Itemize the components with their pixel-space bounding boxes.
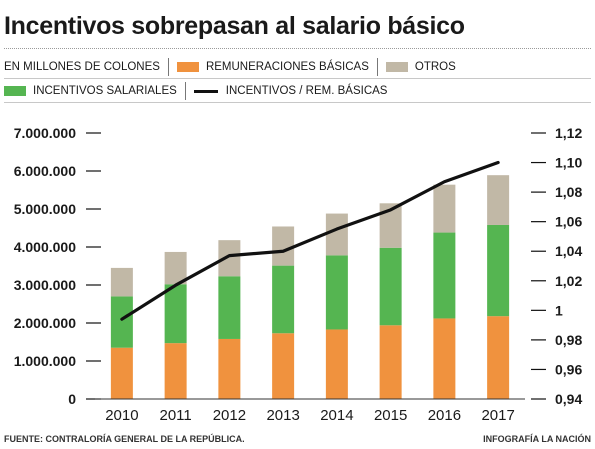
x-axis-tick-label: 2013 (266, 407, 299, 424)
legend-label-ratio: INCENTIVOS / REM. BÁSICAS (225, 85, 388, 97)
x-axis-tick-label: 2010 (105, 407, 138, 424)
x-axis-tick-label: 2016 (428, 407, 461, 424)
right-axis-tick-label: 1,08 (555, 184, 582, 200)
source-note: FUENTE: CONTRALORÍA GENERAL DE LA REPÚBL… (4, 434, 245, 444)
legend-swatch-remuneraciones (176, 62, 199, 72)
x-axis-tick-label: 2017 (481, 407, 514, 424)
right-axis-tick-label: 1,02 (555, 273, 582, 289)
right-axis-tick-label: 0,96 (555, 361, 582, 377)
bar-otros (110, 267, 133, 297)
right-axis-tick-label: 1,06 (555, 214, 582, 230)
bar-incentivos (164, 284, 187, 344)
legend-item-ratio: INCENTIVOS / REM. BÁSICAS (193, 85, 388, 97)
legend-divider (4, 78, 591, 79)
legend-separator (167, 58, 169, 76)
bar-incentivos (379, 247, 402, 326)
x-axis-tick-label: 2014 (320, 407, 353, 424)
bar-remuneraciones (110, 347, 133, 399)
bar-incentivos (433, 232, 456, 319)
bar-remuneraciones (487, 316, 510, 399)
credit-note: INFOGRAFÍA LA NACIÓN (483, 434, 591, 444)
bar-otros (272, 226, 295, 266)
right-axis-tick-label: 1,12 (555, 125, 582, 141)
legend-separator (376, 58, 378, 76)
left-axis-tick-label: 5.000.000 (14, 201, 76, 217)
bar-incentivos (272, 265, 295, 334)
bar-remuneraciones (379, 325, 402, 399)
bar-incentivos (218, 276, 241, 339)
right-axis-tick-label: 1,04 (555, 243, 582, 259)
bar-remuneraciones (164, 343, 187, 399)
bar-remuneraciones (272, 333, 295, 399)
right-axis-tick-label: 1 (555, 302, 563, 318)
legend-units: EN MILLONES DE COLONES (4, 61, 160, 73)
left-axis-tick-label: 1.000.000 (14, 353, 76, 369)
bar-remuneraciones (433, 318, 456, 399)
legend-swatch-otros (385, 62, 408, 72)
legend-label-remuneraciones: REMUNERACIONES BÁSICAS (205, 61, 369, 73)
legend-item-incentivos: INCENTIVOS SALARIALES (4, 85, 177, 97)
x-axis-tick-label: 2011 (159, 407, 191, 424)
legend-item-otros: OTROS (385, 61, 456, 73)
bar-incentivos (487, 224, 510, 317)
right-axis-tick-label: 1,10 (555, 155, 582, 171)
chart-title: Incentivos sobrepasan al salario básico (4, 12, 465, 40)
legend-row-2: INCENTIVOS SALARIALES INCENTIVOS / REM. … (4, 82, 387, 100)
right-axis-tick-label: 0,94 (555, 391, 582, 407)
ratio-line (120, 160, 500, 321)
left-axis-tick-label: 3.000.000 (14, 277, 76, 293)
legend-separator (184, 82, 186, 100)
left-axis-tick-label: 2.000.000 (14, 315, 76, 331)
x-axis-tick-label: 2012 (213, 407, 246, 424)
legend-label-incentivos: INCENTIVOS SALARIALES (33, 85, 177, 97)
bar-otros (164, 251, 187, 285)
bar-remuneraciones (218, 338, 241, 399)
bar-otros (379, 203, 402, 248)
x-axis-tick-label: 2015 (374, 407, 407, 424)
bar-remuneraciones (325, 329, 348, 399)
title-divider (4, 48, 591, 49)
bar-incentivos (110, 296, 133, 348)
legend-line-ratio (193, 89, 218, 93)
legend-bottom-divider (4, 102, 591, 103)
left-axis-tick-label: 6.000.000 (14, 163, 76, 179)
legend-row-1: EN MILLONES DE COLONES REMUNERACIONES BÁ… (4, 58, 456, 76)
bar-otros (433, 184, 456, 233)
left-axis-tick-label: 7.000.000 (14, 125, 76, 141)
left-axis-tick-label: 0 (68, 391, 76, 407)
legend-item-remuneraciones: REMUNERACIONES BÁSICAS (176, 61, 369, 73)
right-axis-tick-label: 0,98 (555, 332, 582, 348)
bar-otros (325, 213, 348, 256)
legend-label-otros: OTROS (414, 61, 456, 73)
bar-otros (218, 240, 241, 277)
legend-swatch-incentivos (4, 86, 26, 96)
left-axis-tick-label: 4.000.000 (14, 239, 76, 255)
bar-incentivos (325, 255, 348, 330)
bar-otros (487, 175, 510, 225)
